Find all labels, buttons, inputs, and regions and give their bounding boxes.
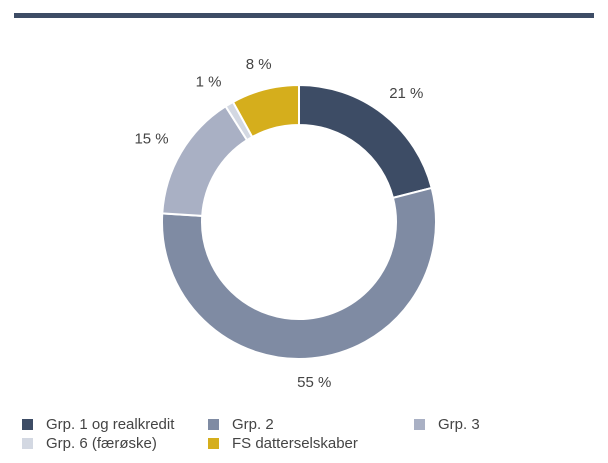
legend-swatch (208, 438, 219, 449)
top-rule (14, 13, 594, 18)
donut-slice (161, 186, 437, 360)
legend-swatch (208, 419, 219, 430)
data-label: 8 % (246, 56, 272, 73)
legend-label: Grp. 2 (232, 416, 274, 433)
legend-label: Grp. 1 og realkredit (46, 416, 175, 433)
data-label: 21 % (389, 85, 423, 102)
legend-swatch (414, 419, 425, 430)
legend-swatch (22, 419, 33, 430)
data-label: 1 % (196, 74, 222, 91)
donut-slice (231, 83, 300, 139)
donut-slice (161, 104, 249, 217)
data-label: 55 % (297, 374, 331, 391)
legend-swatch (22, 438, 33, 449)
legend-label: FS datterselskaber (232, 435, 358, 452)
legend-label: Grp. 6 (færøske) (46, 435, 157, 452)
legend-label: Grp. 3 (438, 416, 480, 433)
data-label: 15 % (134, 131, 168, 148)
